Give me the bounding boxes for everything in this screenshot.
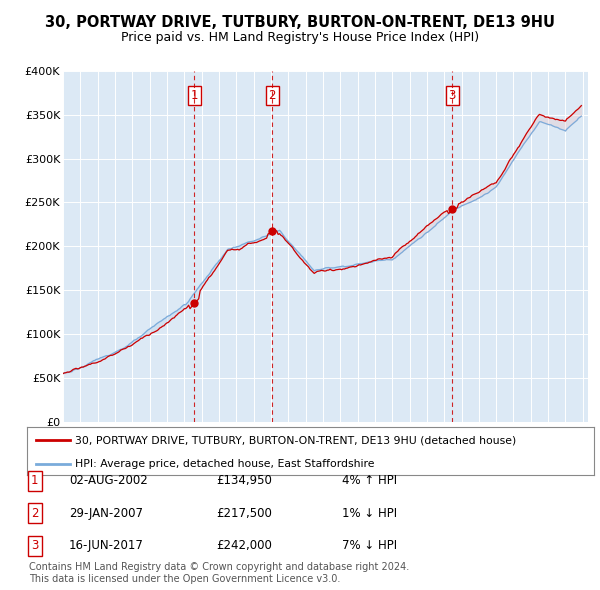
Text: £134,950: £134,950 [216, 474, 272, 487]
Text: 02-AUG-2002: 02-AUG-2002 [69, 474, 148, 487]
Text: 2: 2 [269, 89, 276, 102]
Text: 1% ↓ HPI: 1% ↓ HPI [342, 507, 397, 520]
Text: 2: 2 [31, 507, 38, 520]
Text: £242,000: £242,000 [216, 539, 272, 552]
Text: 3: 3 [448, 89, 456, 102]
Text: This data is licensed under the Open Government Licence v3.0.: This data is licensed under the Open Gov… [29, 574, 340, 584]
Text: 30, PORTWAY DRIVE, TUTBURY, BURTON-ON-TRENT, DE13 9HU: 30, PORTWAY DRIVE, TUTBURY, BURTON-ON-TR… [45, 15, 555, 30]
Text: 1: 1 [31, 474, 38, 487]
Text: 16-JUN-2017: 16-JUN-2017 [69, 539, 144, 552]
Text: 1: 1 [191, 89, 198, 102]
Text: Price paid vs. HM Land Registry's House Price Index (HPI): Price paid vs. HM Land Registry's House … [121, 31, 479, 44]
Text: £217,500: £217,500 [216, 507, 272, 520]
Text: Contains HM Land Registry data © Crown copyright and database right 2024.: Contains HM Land Registry data © Crown c… [29, 562, 409, 572]
Text: 3: 3 [31, 539, 38, 552]
Text: 29-JAN-2007: 29-JAN-2007 [69, 507, 143, 520]
Text: 7% ↓ HPI: 7% ↓ HPI [342, 539, 397, 552]
Text: 4% ↑ HPI: 4% ↑ HPI [342, 474, 397, 487]
Text: HPI: Average price, detached house, East Staffordshire: HPI: Average price, detached house, East… [75, 459, 374, 469]
Text: 30, PORTWAY DRIVE, TUTBURY, BURTON-ON-TRENT, DE13 9HU (detached house): 30, PORTWAY DRIVE, TUTBURY, BURTON-ON-TR… [75, 435, 517, 445]
